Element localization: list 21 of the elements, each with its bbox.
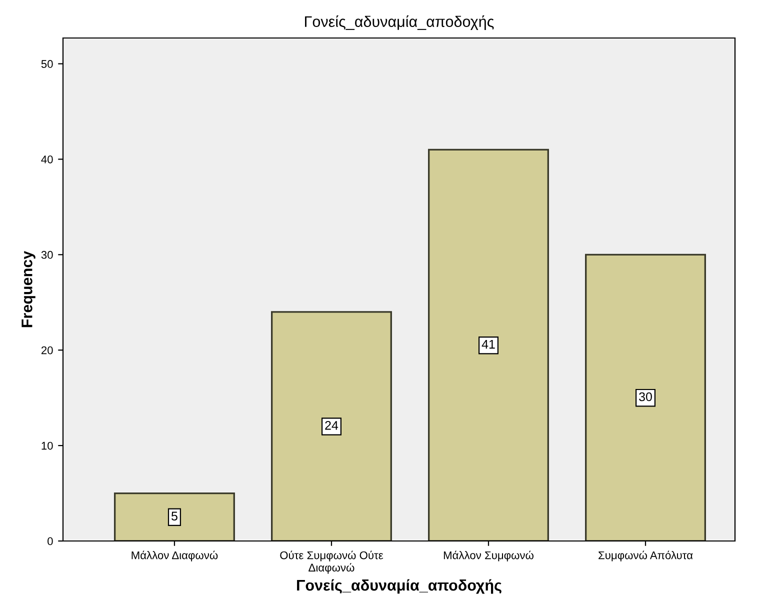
bar <box>270 311 392 541</box>
y-tick-label: 10 <box>42 442 53 450</box>
x-tick-label: Συμφωνώ Απόλυτα <box>598 550 693 562</box>
data-label: 5 <box>172 512 178 520</box>
bar <box>585 254 706 541</box>
data-label: 30 <box>639 392 652 402</box>
y-tick-label: 0 <box>48 537 53 546</box>
bar <box>114 492 235 541</box>
x-tick-label: Ούτε Συμφωνώ Ούτε Διαφωνώ <box>280 550 384 574</box>
y-tick-label: 40 <box>41 155 53 164</box>
x-tick-label: Μάλλον Συμφωνώ <box>444 550 534 562</box>
x-tick-label: Μάλλον Διαφωνώ <box>132 550 218 562</box>
y-tick-label: 50 <box>41 60 53 68</box>
x-axis-title: Γονείς_αδυναμία_αποδοχής <box>297 579 502 594</box>
y-tick-label: 30 <box>41 250 53 259</box>
y-axis-title: Frequency <box>22 250 36 328</box>
bar <box>428 148 549 541</box>
data-label: 41 <box>482 340 495 349</box>
y-tick-label: 20 <box>41 346 53 354</box>
chart-title: Γονείς_αδυναμία_αποδοχής <box>305 15 494 30</box>
data-label: 24 <box>325 420 338 430</box>
